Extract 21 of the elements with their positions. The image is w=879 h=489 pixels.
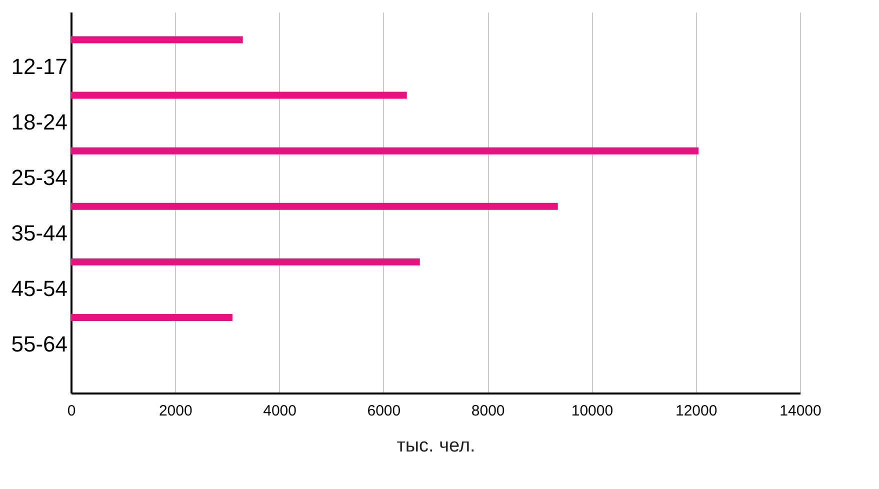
y-tick-label: 25-34 <box>11 164 68 190</box>
x-axis-title: тыс. чел. <box>396 436 476 456</box>
bar <box>71 202 558 210</box>
bar <box>71 314 232 321</box>
y-tick-label: 18-24 <box>11 109 68 134</box>
x-tick-label: 10000 <box>571 402 614 420</box>
x-tick-label: 8000 <box>471 402 505 420</box>
y-tick-label: 45-54 <box>11 276 68 301</box>
x-tick-label: 0 <box>67 402 76 420</box>
x-tick-label: 12000 <box>676 402 718 420</box>
bar <box>71 147 698 154</box>
y-tick-label: 35-44 <box>11 220 68 246</box>
y-tick-label: 55-64 <box>11 331 68 356</box>
x-tick-label: 4000 <box>263 402 296 420</box>
y-tick-label: 12-17 <box>11 54 68 79</box>
bar <box>71 258 420 266</box>
bar <box>71 36 243 44</box>
x-tick-label: 14000 <box>780 402 822 420</box>
x-tick-label: 2000 <box>158 402 192 420</box>
x-tick-label: 6000 <box>367 402 401 420</box>
bar <box>71 92 407 99</box>
